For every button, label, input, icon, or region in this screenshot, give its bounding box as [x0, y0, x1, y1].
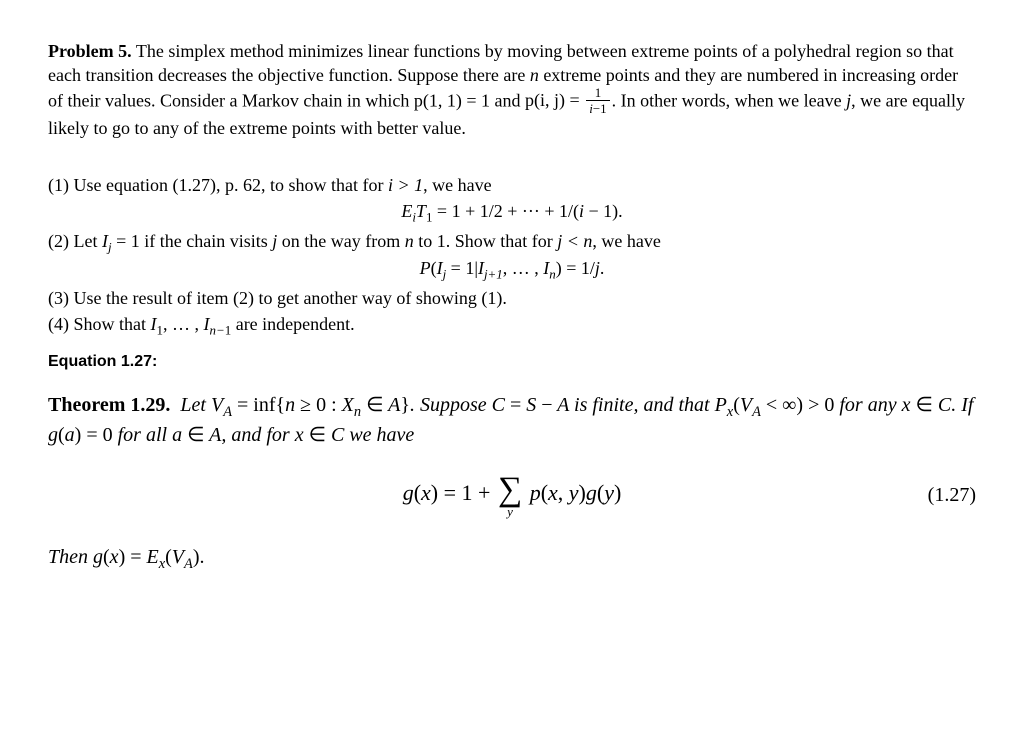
- part-2-text-2: if the chain visits: [140, 231, 272, 251]
- part-2-equation: P(Ij = 1|Ij+1, … , In) = 1/j.: [48, 257, 976, 283]
- part-2-text-5: , we have: [592, 231, 660, 251]
- part-4-text-2: are independent.: [231, 314, 354, 334]
- part-2-text-3: on the way from: [277, 231, 404, 251]
- part-1-cond: i > 1: [388, 175, 423, 195]
- part-2-Ij: Ij = 1: [102, 231, 140, 251]
- display-equation: g(x) = 1 + ∑y p(x, y)g(y) (1.27): [48, 474, 976, 516]
- part-1-equation: EiT1 = 1 + 1/2 + ··· + 1/(i − 1).: [48, 200, 976, 226]
- theorem-block: Theorem 1.29. Let VA = inf{n ≥ 0 : Xn ∈ …: [48, 392, 976, 448]
- part-4: (4) Show that I1, … , In−1 are independe…: [48, 313, 976, 339]
- theorem-head: Theorem 1.29.: [48, 394, 170, 416]
- equation-number: (1.27): [928, 482, 976, 508]
- eq-p11: p(1, 1) = 1: [414, 90, 490, 110]
- problem-text-3: and: [490, 90, 525, 110]
- part-1-text-1: Use equation (1.27), p. 62, to show that…: [74, 175, 388, 195]
- part-3-label: (3): [48, 288, 74, 308]
- part-1-text-2: , we have: [423, 175, 491, 195]
- summation-symbol: ∑y: [498, 476, 522, 518]
- eq-body: g(x) = 1 + ∑y p(x, y)g(y): [403, 480, 622, 505]
- parts-list: (1) Use equation (1.27), p. 62, to show …: [48, 174, 976, 338]
- part-2-n: n: [405, 231, 414, 251]
- part-2: (2) Let Ij = 1 if the chain visits j on …: [48, 230, 976, 256]
- part-1-label: (1): [48, 175, 74, 195]
- part-4-text-1: Show that: [74, 314, 151, 334]
- problem-title: Problem 5.: [48, 41, 132, 61]
- theorem-conclusion: Then g(x) = Ex(VA).: [48, 544, 976, 574]
- part-3-text: Use the result of item (2) to get anothe…: [74, 288, 507, 308]
- part-2-cond: j < n: [557, 231, 592, 251]
- part-2-text-4: to 1. Show that for: [414, 231, 558, 251]
- part-2-text-1: Let: [74, 231, 103, 251]
- part-3: (3) Use the result of item (2) to get an…: [48, 287, 976, 311]
- eq-pij: p(i, j) = 1i−1: [525, 90, 612, 110]
- problem-statement: Problem 5. The simplex method minimizes …: [48, 40, 976, 140]
- equation-header: Equation 1.27:: [48, 351, 976, 372]
- part-4-label: (4): [48, 314, 74, 334]
- theorem-text: Let VA = inf{n ≥ 0 : Xn ∈ A}. Suppose C …: [48, 394, 973, 446]
- var-n: n: [530, 65, 539, 85]
- part-2-label: (2): [48, 231, 74, 251]
- part-4-vars: I1, … , In−1: [151, 314, 232, 334]
- problem-text-4: . In other words, when we leave: [612, 90, 846, 110]
- part-1: (1) Use equation (1.27), p. 62, to show …: [48, 174, 976, 198]
